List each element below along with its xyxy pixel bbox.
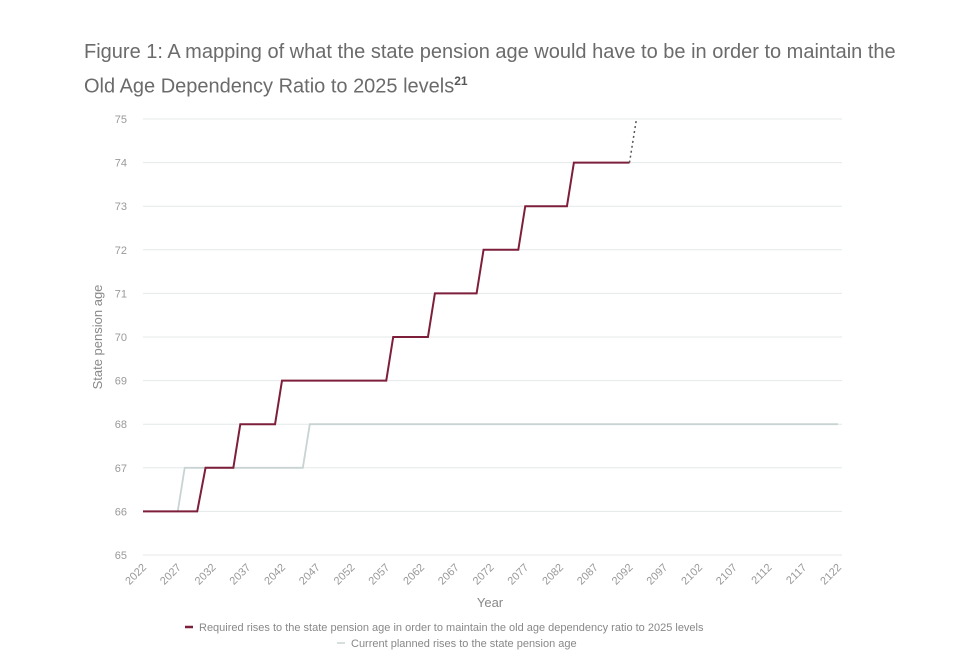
x-tick-label: 2057 [367, 562, 393, 588]
x-tick-label: 2122 [818, 562, 844, 588]
y-tick-label: 74 [115, 158, 127, 170]
x-tick-label: 2107 [714, 562, 740, 588]
footnote-ref: 21 [454, 74, 468, 88]
x-tick-label: 2092 [610, 562, 636, 588]
x-tick-label: 2042 [262, 562, 288, 588]
y-tick-label: 73 [115, 201, 127, 213]
x-tick-label: 2067 [436, 562, 462, 588]
legend-label-required: Required rises to the state pension age … [199, 622, 704, 634]
y-tick-label: 69 [115, 376, 127, 388]
series-line-required [143, 161, 630, 513]
y-axis-label: State pension age [90, 285, 105, 390]
x-tick-label: 2027 [158, 562, 184, 588]
series-projection-required [628, 118, 638, 163]
x-tick-label: 2097 [645, 562, 671, 588]
y-tick-label: 71 [115, 288, 127, 300]
y-tick-label: 72 [115, 245, 127, 257]
chart-title: Figure 1: A mapping of what the state pe… [84, 41, 896, 98]
y-tick-label: 70 [115, 332, 127, 344]
x-tick-label: 2022 [123, 562, 149, 588]
x-tick-label: 2087 [575, 562, 601, 588]
y-tick-label: 67 [115, 463, 127, 475]
y-tick-label: 75 [115, 114, 127, 126]
x-tick-label: 2037 [228, 562, 254, 588]
y-tick-label: 65 [115, 550, 127, 562]
y-tick-label: 66 [115, 506, 127, 518]
x-tick-label: 2062 [401, 562, 427, 588]
x-tick-label: 2047 [297, 562, 323, 588]
x-tick-label: 2082 [540, 562, 566, 588]
y-tick-label: 68 [115, 419, 127, 431]
x-tick-label: 2052 [332, 562, 358, 588]
x-axis-label: Year [477, 595, 504, 610]
legend-label-current: Current planned rises to the state pensi… [351, 638, 577, 650]
x-tick-label: 2032 [193, 562, 219, 588]
x-tick-label: 2112 [749, 562, 774, 587]
x-tick-label: 2117 [784, 562, 809, 587]
x-tick-label: 2077 [506, 562, 532, 588]
x-tick-label: 2072 [471, 562, 497, 588]
x-tick-label: 2102 [679, 562, 705, 588]
